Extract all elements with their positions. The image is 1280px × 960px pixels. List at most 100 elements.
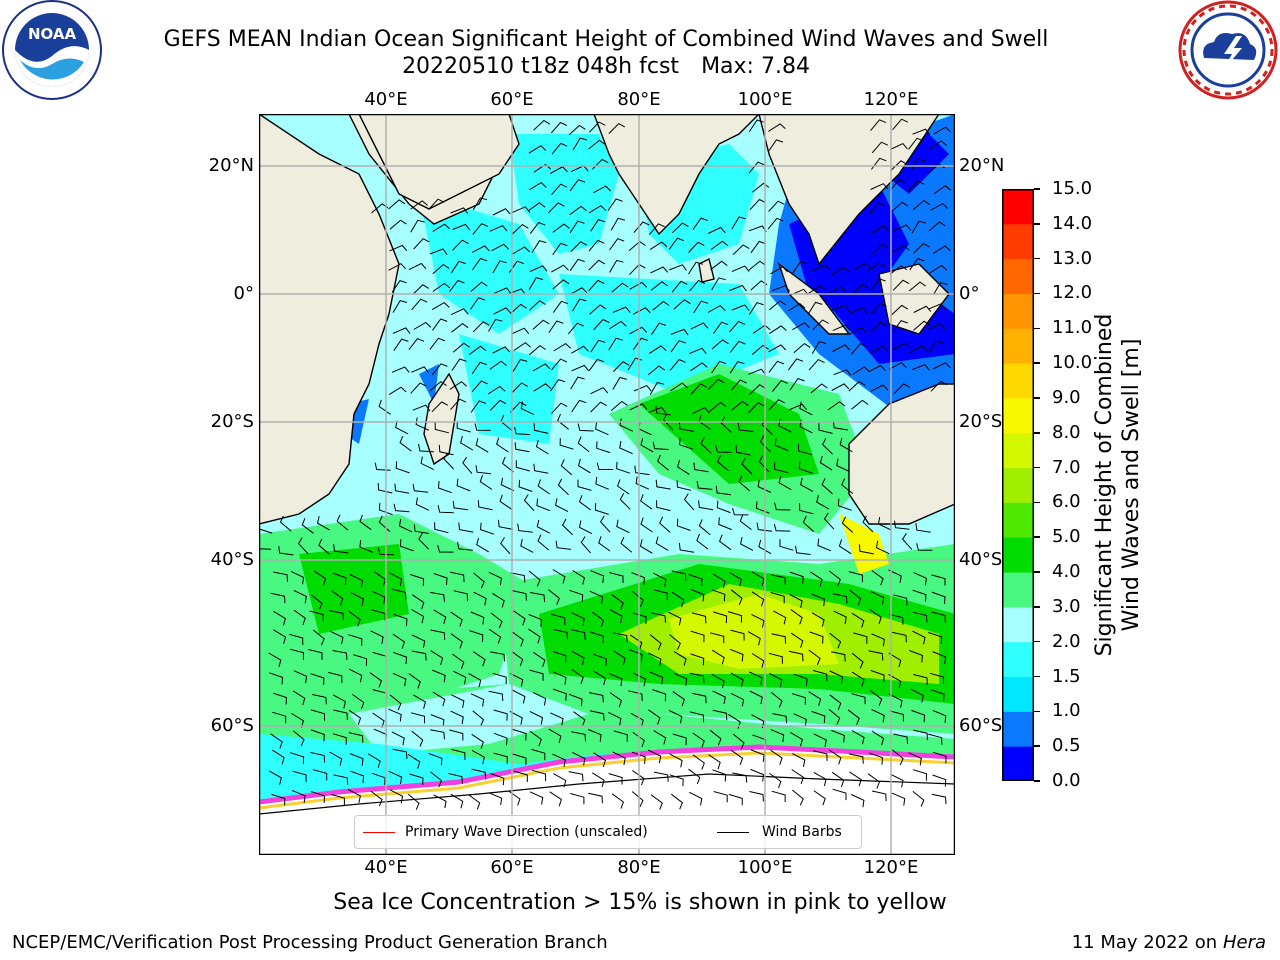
wind-barb <box>909 345 928 354</box>
lat-tick-left: 20°N <box>208 155 254 176</box>
wind-barb <box>551 358 568 371</box>
colorbar-tick-mark <box>1034 466 1040 469</box>
lon-tick-bottom: 120°E <box>863 857 919 878</box>
wind-barb <box>819 455 833 471</box>
wind-barb <box>552 300 569 313</box>
wind-barb <box>533 163 552 173</box>
wind-barb <box>448 773 463 784</box>
wind-barb <box>347 788 361 803</box>
wind-barb <box>741 457 753 475</box>
wind-barb <box>793 342 811 354</box>
wind-barb <box>500 477 515 492</box>
wind-barb <box>655 536 669 551</box>
wind-barb <box>429 248 448 255</box>
wind-barb <box>629 634 643 650</box>
wind-barb <box>291 713 304 728</box>
wind-barb <box>833 610 847 625</box>
wind-barb <box>310 594 323 611</box>
colorbar-cell <box>1002 502 1034 538</box>
colorbar-cell <box>1002 467 1034 503</box>
wind-barb <box>712 573 726 589</box>
wind-barb <box>751 571 765 586</box>
wind-barb <box>748 302 764 315</box>
wind-barb <box>850 342 867 355</box>
wind-barb <box>928 303 946 310</box>
wind-barb <box>932 282 948 296</box>
wind-barb <box>452 223 471 231</box>
wind-barb <box>550 121 568 134</box>
wind-barb <box>378 502 393 516</box>
wind-barb <box>802 515 815 532</box>
wind-barb <box>369 672 383 688</box>
wind-barb <box>772 285 791 292</box>
wind-barb <box>471 768 487 780</box>
wind-barb <box>561 518 574 536</box>
wind-barb <box>732 772 748 783</box>
wind-barb <box>268 652 282 668</box>
wind-barb <box>690 322 709 330</box>
wind-barb <box>869 608 882 625</box>
colorbar-label-line1: Significant Height of Combined <box>1092 313 1117 657</box>
wind-barb <box>829 694 842 710</box>
wind-barb <box>708 378 725 390</box>
wind-barb <box>790 731 803 747</box>
wind-barb <box>488 792 503 806</box>
wind-barb <box>512 753 527 766</box>
wind-barb <box>759 435 771 452</box>
wind-barb <box>929 264 948 274</box>
wind-barb <box>752 182 770 193</box>
wind-barb <box>712 709 728 721</box>
wind-barb <box>749 690 763 705</box>
colorbar-tick-label: 7.0 <box>1052 456 1081 478</box>
wind-barb <box>432 669 446 683</box>
wind-barb <box>689 791 703 806</box>
wind-barb <box>513 770 528 782</box>
wind-barb <box>572 298 587 312</box>
colorbar-cell <box>1002 223 1034 260</box>
wind-barb <box>810 383 828 394</box>
wind-barb <box>649 223 666 236</box>
wind-barb <box>818 423 833 434</box>
wind-barb <box>452 500 469 511</box>
wind-barb <box>770 592 785 604</box>
wind-barb <box>348 732 364 743</box>
wind-barb <box>671 222 689 234</box>
wind-barb <box>412 284 430 295</box>
wind-barb <box>353 654 368 666</box>
wind-barb <box>333 709 348 721</box>
wind-barb <box>790 288 809 296</box>
wind-barb <box>821 478 833 495</box>
wind-barb <box>460 435 474 451</box>
wind-barb <box>512 590 527 601</box>
wind-barb <box>711 339 729 350</box>
wind-barb <box>792 322 810 331</box>
wind-barb <box>592 653 607 666</box>
wind-barb <box>913 572 927 586</box>
wind-barb <box>451 322 469 333</box>
wind-barb <box>817 538 832 552</box>
wind-barb <box>450 398 467 411</box>
wind-barb <box>670 793 684 810</box>
wind-barb <box>477 500 493 511</box>
wind-barb <box>528 145 547 154</box>
wind-barb <box>731 304 750 311</box>
wind-barb <box>528 277 544 290</box>
wind-barb <box>571 650 585 665</box>
wind-barb <box>488 628 502 644</box>
wind-barb <box>570 376 585 390</box>
wind-barb <box>892 631 907 643</box>
wind-barb <box>310 673 325 686</box>
wind-barb <box>870 591 885 605</box>
colorbar-cell <box>1002 537 1034 573</box>
wind-barb <box>778 475 792 491</box>
colorbar-tick-mark <box>1034 223 1040 225</box>
wind-barb <box>611 594 624 610</box>
wind-barb <box>799 503 814 515</box>
wind-barb <box>639 539 653 554</box>
wind-barb <box>768 399 785 411</box>
wave-height-field <box>259 114 955 814</box>
wind-barb <box>290 752 305 764</box>
wind-barb <box>352 693 365 710</box>
wind-barb <box>730 629 745 641</box>
wind-barb <box>471 361 487 375</box>
